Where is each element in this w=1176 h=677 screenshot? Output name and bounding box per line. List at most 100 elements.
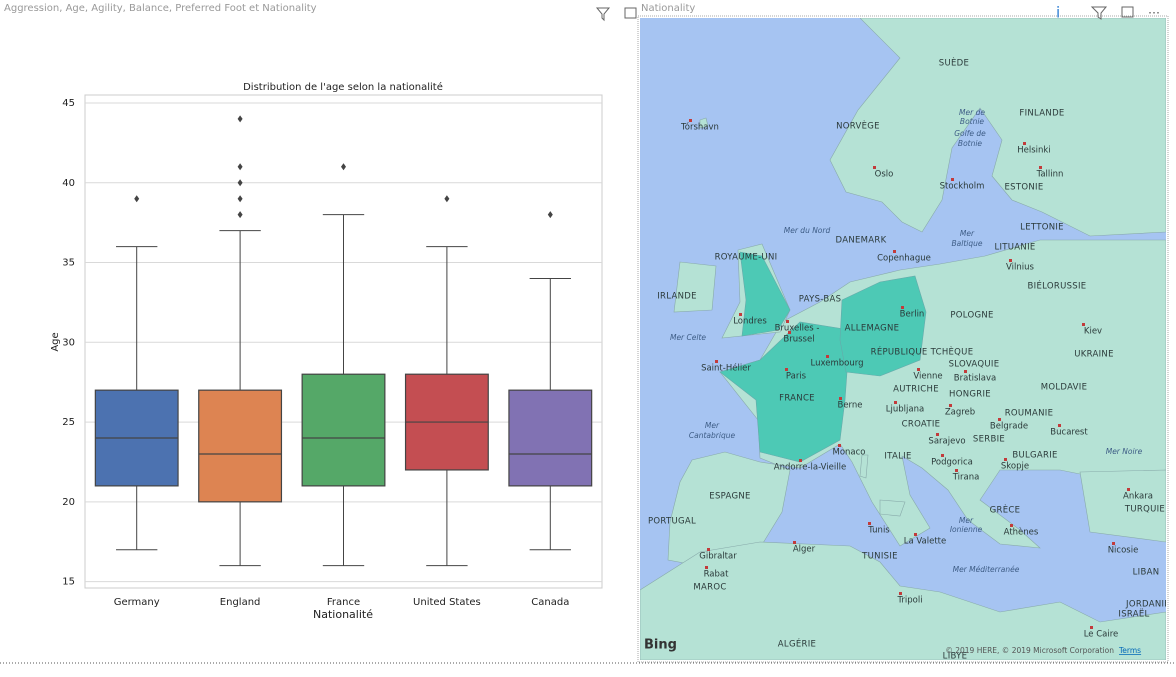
city-dot [936, 433, 939, 436]
country-label: HONGRIE [949, 390, 991, 400]
city-label: Alger [793, 545, 816, 555]
more-icon[interactable]: … [1148, 3, 1160, 17]
outlier [237, 195, 243, 203]
country-label: LIBAN [1133, 568, 1160, 578]
city-dot [914, 533, 917, 536]
sea-label: Golfe de [954, 129, 986, 138]
sea-label: Baltique [952, 239, 983, 248]
city-label: La Valette [904, 537, 947, 547]
city-label: Nicosie [1108, 546, 1139, 556]
x-tick-label: France [327, 597, 360, 608]
country-label: MOLDAVIE [1041, 383, 1088, 393]
city-label: Copenhague [877, 254, 931, 264]
country-label: LETTONIE [1020, 223, 1064, 233]
england[interactable] [739, 251, 791, 337]
city-label: Paris [786, 372, 807, 382]
sea-label: Mer de [959, 108, 985, 117]
city-dot [793, 541, 796, 544]
filter-icon[interactable] [1090, 6, 1108, 20]
city-label: Bruxelles - [775, 324, 820, 334]
map-title: Nationality [641, 3, 695, 14]
sea-label: Mer du Nord [784, 226, 831, 235]
city-dot [1004, 458, 1007, 461]
y-axis-label: Age [50, 332, 61, 351]
city-label: Rabat [704, 570, 730, 580]
city-dot [1058, 424, 1061, 427]
city-label: Oslo [875, 170, 894, 180]
germany[interactable] [839, 275, 927, 377]
panel-title: Aggression, Age, Agility, Balance, Prefe… [4, 3, 317, 14]
city-label: Skopje [1001, 462, 1029, 472]
visual-icons [595, 7, 637, 22]
city-label: Tallinn [1036, 170, 1064, 180]
country-label: RÉPUBLIQUE TCHÈQUE [871, 346, 974, 358]
country-label: SUÈDE [939, 57, 969, 69]
map-labels: SUÈDE NORVÈGE FINLANDE ESTONIE DANEMARK LETTO… [648, 57, 1170, 662]
attribution: © 2019 HERE, © 2019 Microsoft Corporatio… [945, 646, 1114, 655]
box [508, 389, 593, 487]
city-dot [826, 355, 829, 358]
city-dot [838, 444, 841, 447]
country-label: BIÉLORUSSIE [1028, 280, 1087, 292]
y-tick-label: 25 [62, 417, 75, 428]
city-label: Ankara [1123, 492, 1153, 502]
country-label: IRLANDE [657, 292, 697, 302]
focus-icon[interactable] [1121, 6, 1134, 18]
city-dot [955, 469, 958, 472]
city-label: Zagreb [945, 408, 975, 418]
city-dot [1090, 626, 1093, 629]
country-label: PAYS-BAS [799, 295, 842, 305]
sea-label: Mer Méditerranée [953, 565, 1020, 574]
city-label: Vienne [913, 372, 942, 382]
country-label: SERBIE [973, 435, 1005, 445]
city-label: Vilnius [1006, 263, 1034, 273]
city-dot [1010, 524, 1013, 527]
x-tick-label: United States [413, 597, 481, 608]
focus-icon[interactable] [624, 7, 637, 19]
city-dot [899, 592, 902, 595]
city-label: Stockholm [940, 182, 985, 192]
sea-label: Botnie [958, 139, 983, 148]
x-tick-label: England [220, 597, 261, 608]
city-dot [715, 360, 718, 363]
sea-label: Cantabrique [689, 431, 736, 440]
y-tick-label: 20 [62, 497, 75, 508]
country-label: LITUANIE [994, 243, 1035, 253]
city-label: Berne [837, 401, 862, 411]
filter-icon[interactable] [595, 7, 611, 22]
country-label: ALLEMAGNE [845, 324, 900, 334]
city-label: Saint-Hélier [701, 363, 751, 374]
outlier [547, 211, 553, 219]
country-label: ROYAUME-UNI [715, 253, 778, 263]
city-dot [873, 166, 876, 169]
y-tick-label: 40 [62, 178, 75, 189]
info-icon[interactable]: i [1056, 4, 1060, 22]
country-label: JORDANIE [1125, 600, 1170, 610]
city-dot [689, 119, 692, 122]
city-label: Gibraltar [699, 552, 737, 562]
country-label: LIBYE [943, 652, 968, 662]
country-label: UKRAINE [1074, 350, 1114, 360]
city-dot [894, 401, 897, 404]
y-tick-label: 45 [62, 98, 75, 109]
country-label: BULGARIE [1012, 451, 1057, 461]
country-label: POLOGNE [950, 311, 993, 321]
country-label: PORTUGAL [648, 517, 696, 527]
city-label: Tórshavn [680, 122, 719, 133]
terms-link[interactable]: Terms [1118, 646, 1141, 655]
outlier [237, 211, 243, 219]
country-label: AUTRICHE [893, 385, 939, 395]
country-label: NORVÈGE [836, 120, 880, 132]
y-tick-label: 35 [62, 258, 75, 269]
city-label: Luxembourg [811, 359, 864, 369]
city-dot [951, 178, 954, 181]
x-axis-label: Nationalité [313, 608, 373, 621]
chart-title: Distribution de l'age selon la nationali… [243, 81, 443, 93]
country-label: ALGÉRIE [778, 638, 816, 650]
city-label: Tunis [867, 526, 890, 536]
france[interactable] [719, 321, 851, 463]
city-label: Helsinki [1017, 146, 1050, 156]
city-label: Bratislava [954, 374, 996, 384]
city-dot [901, 306, 904, 309]
city-dot [1009, 259, 1012, 262]
